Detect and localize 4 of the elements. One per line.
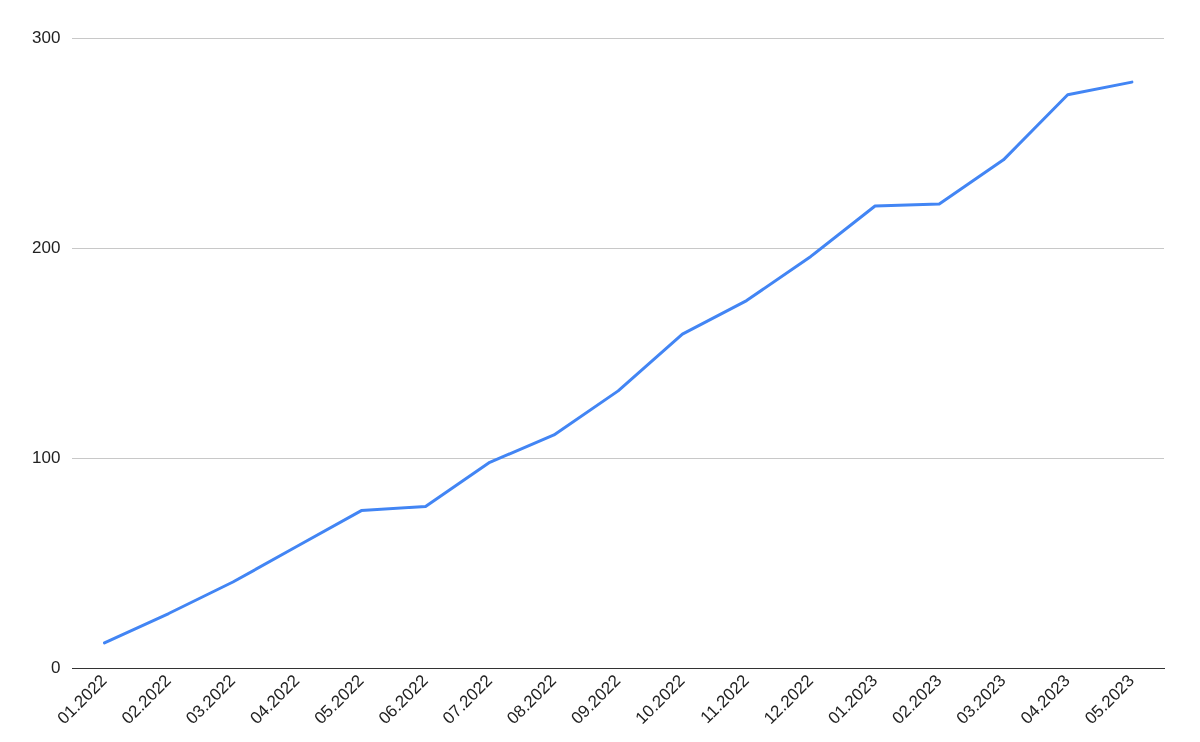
y-tick-label: 300 bbox=[31, 27, 61, 47]
y-tick-label: 100 bbox=[31, 447, 61, 467]
y-tick-label: 200 bbox=[31, 237, 61, 257]
y-tick-label: 0 bbox=[50, 657, 61, 677]
